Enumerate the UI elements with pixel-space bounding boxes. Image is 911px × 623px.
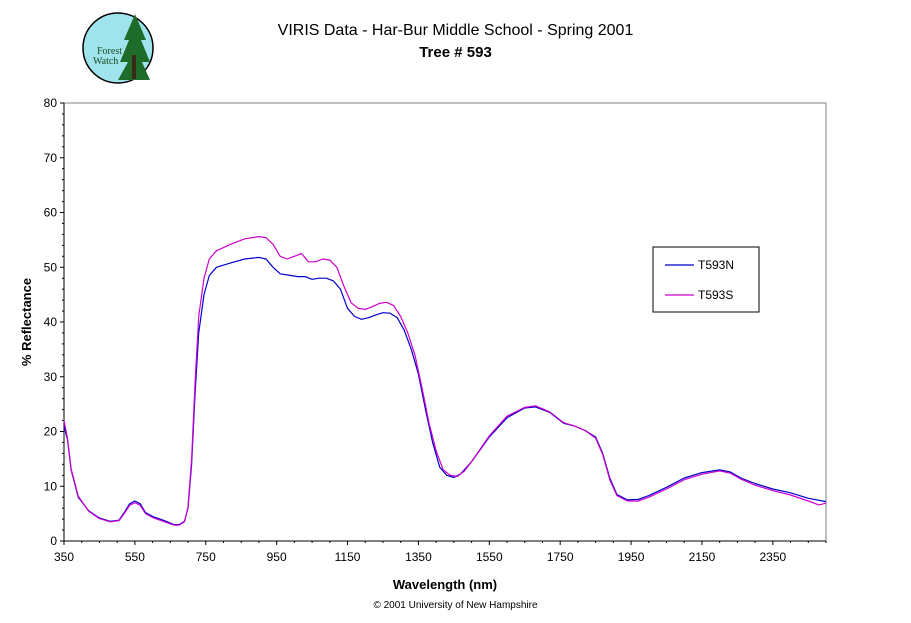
x-tick-label: 2150: [689, 550, 716, 564]
x-tick-label: 750: [196, 550, 216, 564]
x-tick-label: 1550: [476, 550, 503, 564]
x-tick-label: 950: [267, 550, 287, 564]
x-tick-label: 550: [125, 550, 145, 564]
x-tick-label: 350: [54, 550, 74, 564]
x-axis: 350 550 750 950 1150 1350 1550 1750 1950 2150 2350: [54, 540, 827, 564]
logo-text-1: Forest: [97, 46, 122, 57]
legend: T593N T593S: [652, 246, 760, 313]
y-tick-label: 50: [44, 260, 58, 274]
legend-box: [652, 246, 760, 313]
y-tick-label: 60: [44, 206, 58, 220]
y-axis-title: % Reflectance: [19, 278, 34, 366]
logo-text-2: Watch: [93, 56, 118, 67]
x-tick-label: 1350: [405, 550, 432, 564]
x-tick-label: 1750: [547, 550, 574, 564]
y-tick-label: 70: [44, 151, 58, 165]
copyright-footer: © 2001 University of New Hampshire: [373, 600, 538, 611]
y-tick-label: 20: [44, 425, 58, 439]
x-axis-title: Wavelength (nm): [393, 577, 497, 592]
forest-watch-logo: Forest Watch: [82, 12, 154, 84]
x-tick-label: 2350: [759, 550, 786, 564]
y-axis: 0 10 20 30 40 50 60 70 80: [44, 96, 65, 548]
legend-label-t593n: T593N: [698, 258, 734, 272]
plot-area: [63, 102, 827, 542]
y-tick-label: 0: [50, 534, 57, 548]
series-line-t593s: [63, 236, 827, 526]
x-tick-label: 1950: [618, 550, 645, 564]
y-tick-label: 80: [44, 96, 58, 110]
logo-tree-icon: [118, 14, 150, 80]
y-tick-label: 40: [44, 315, 58, 329]
series-layer: [63, 236, 827, 526]
series-line-t593n: [63, 256, 827, 526]
legend-label-t593s: T593S: [698, 288, 733, 302]
logo-trunk: [132, 55, 136, 79]
chart-title-block: VIRIS Data - Har-Bur Middle School - Spr…: [0, 20, 911, 64]
chart-title: VIRIS Data - Har-Bur Middle School - Spr…: [277, 22, 634, 39]
x-tick-label: 1150: [335, 550, 361, 564]
chart-subtitle: Tree # 593: [419, 44, 492, 61]
y-tick-label: 30: [44, 370, 58, 384]
y-tick-label: 10: [44, 479, 58, 493]
